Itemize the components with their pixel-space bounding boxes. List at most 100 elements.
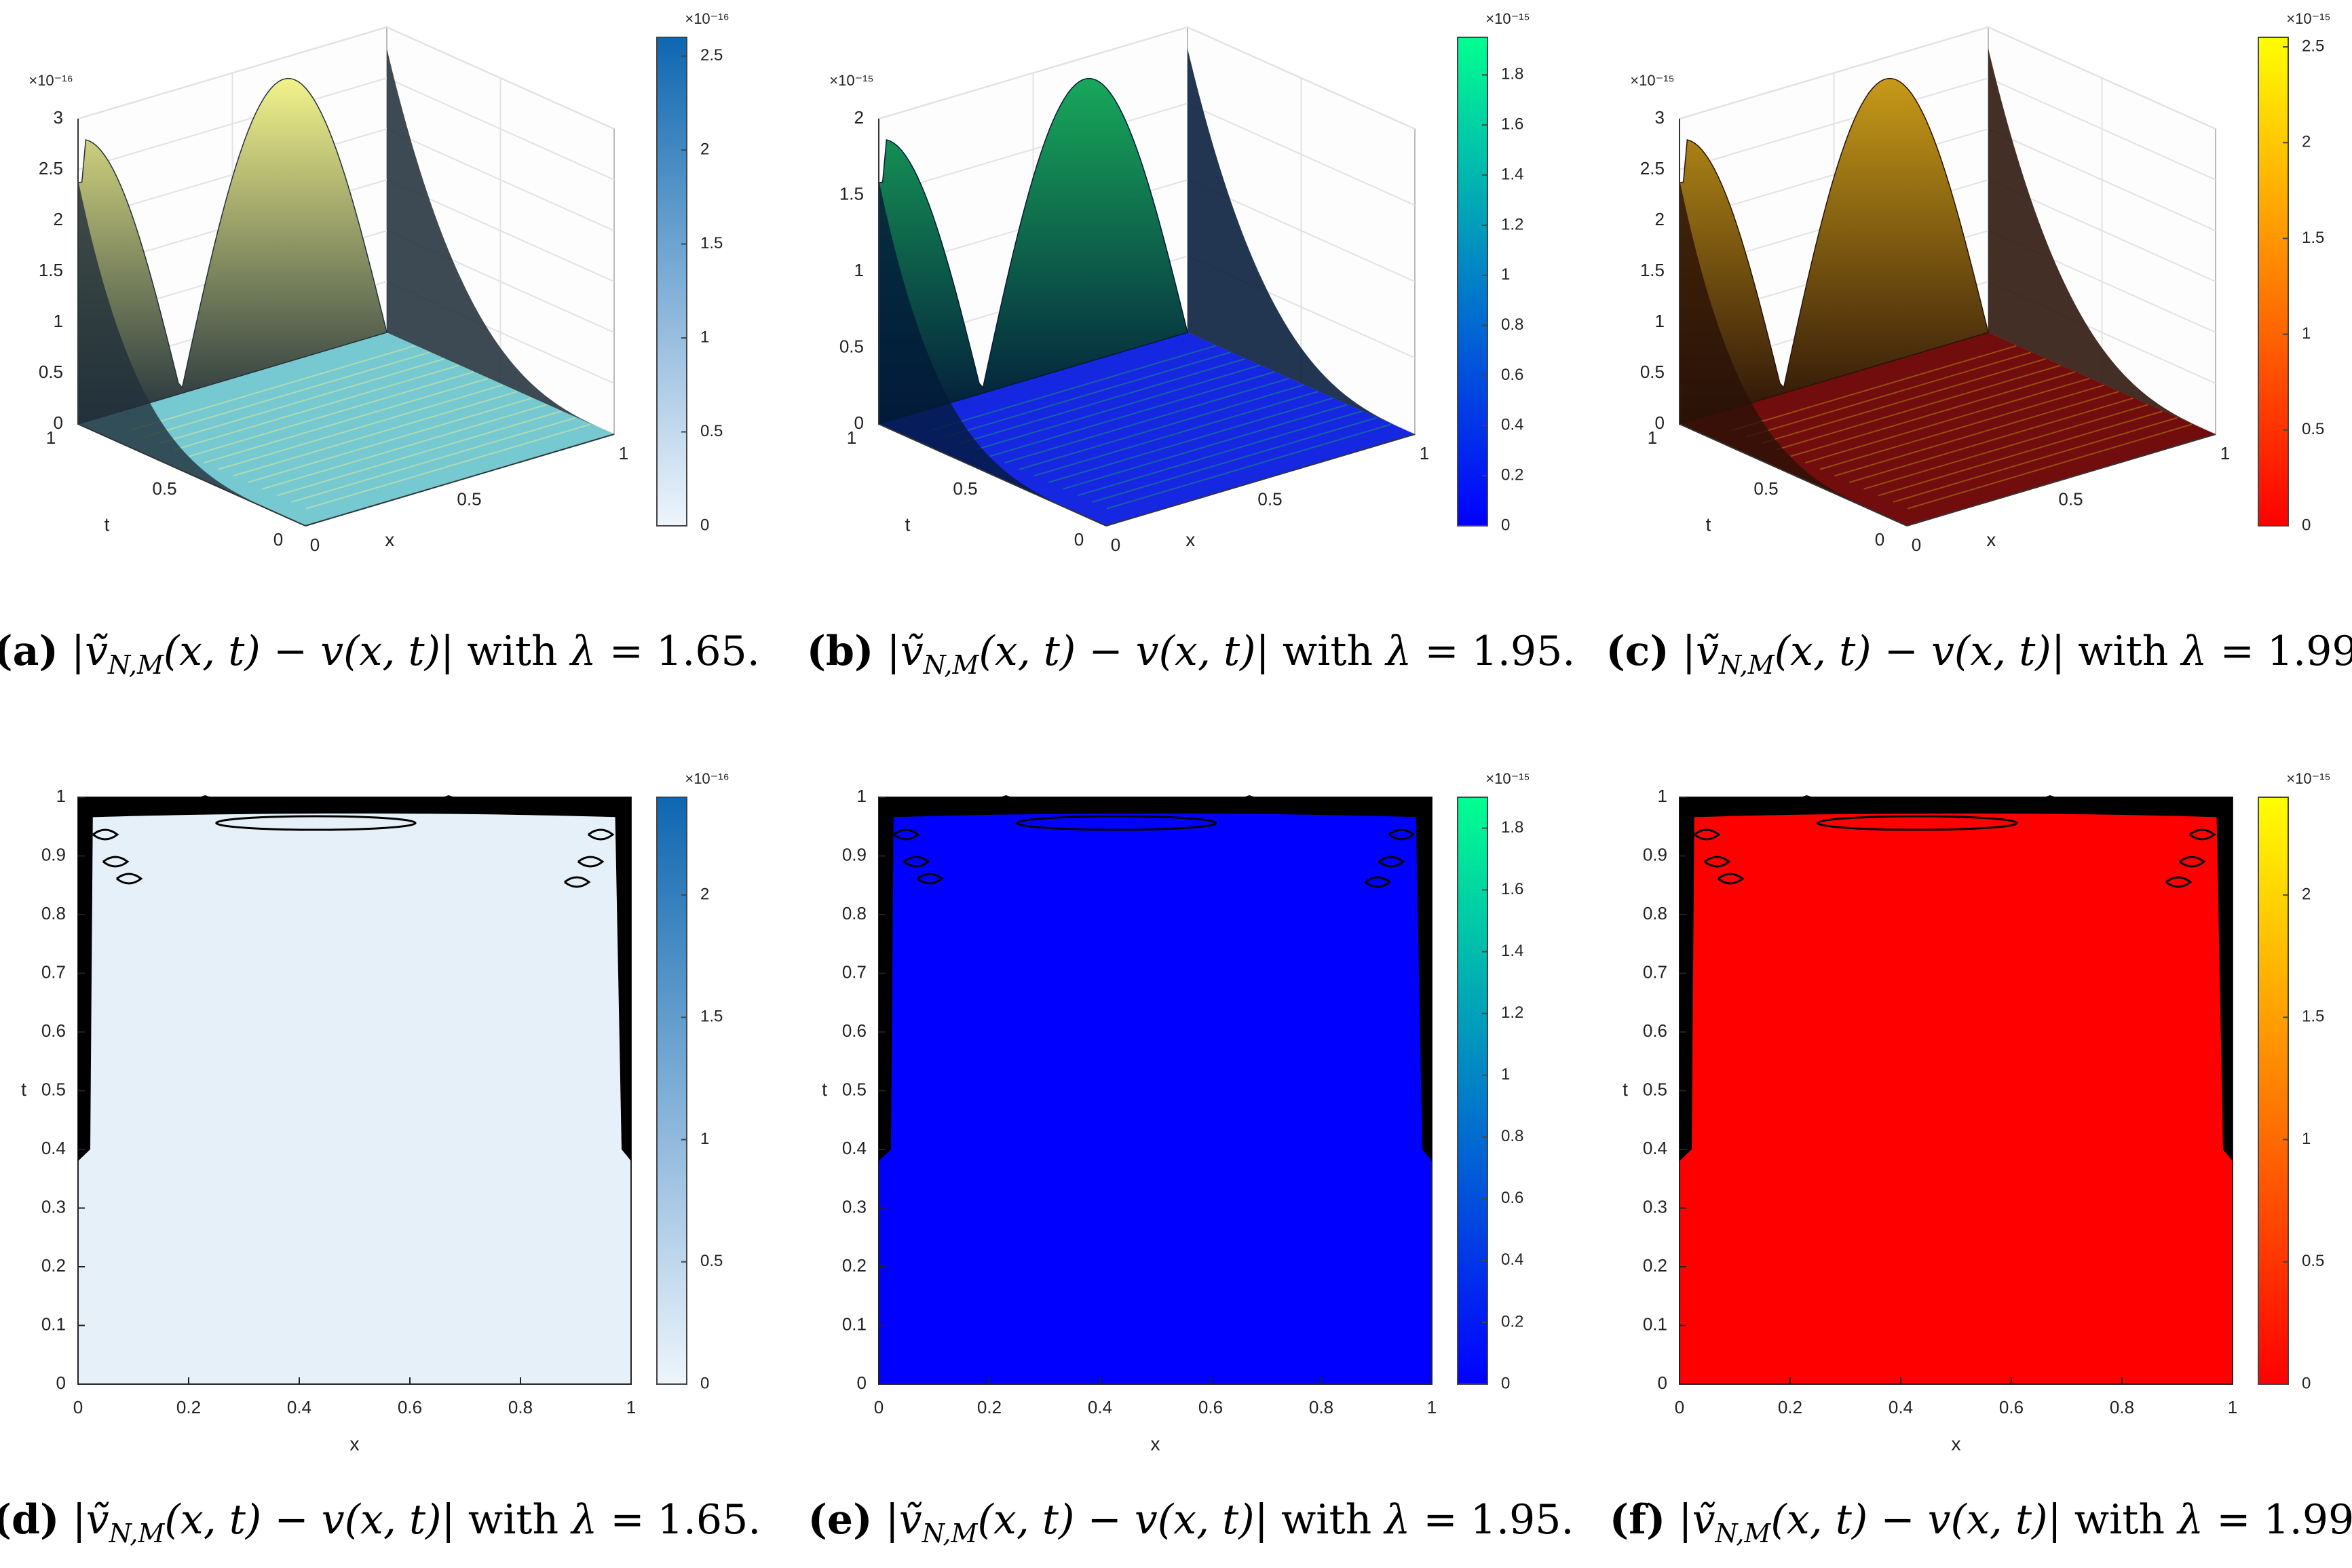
colorbar-tick-label: 0.4 — [1501, 1250, 1523, 1269]
t-tick-label: 0.6 — [41, 1020, 66, 1041]
surface-ripple — [276, 410, 562, 497]
caption-f: (f) |ṽN,M(x, t) − v(x, t)| with λ = 1.99… — [1610, 1496, 2352, 1548]
z-tick-label: 3 — [1655, 107, 1665, 128]
colorbar-tick-label: 0 — [1501, 1374, 1510, 1392]
surface-ripple — [233, 391, 518, 477]
t-tick-label: 0.1 — [41, 1314, 66, 1334]
surface-ripple — [159, 358, 444, 444]
caption-bar: | — [1682, 628, 1696, 675]
t-tick-label: 0.4 — [1643, 1138, 1667, 1158]
caption-label: (a) — [0, 628, 58, 675]
colorbar-tick-label: 2.5 — [700, 46, 723, 64]
colorbar-f: 0 0.5 1 1.5 2 ×10⁻¹⁵ — [2258, 770, 2331, 1392]
contour-plot-f: 0 0.2 0.4 0.6 0.8 1 0 0.1 0.2 0.3 0.4 0.5 0.6 0.7 0.8 0… — [1623, 786, 2237, 1455]
colorbar-tick-label: 1 — [1501, 1065, 1510, 1084]
grid-line — [77, 26, 615, 130]
colorbar-tick-label: 1.4 — [1501, 942, 1523, 960]
colorbar-tick-label: 2 — [2302, 885, 2311, 904]
t-tick-label: 0.5 — [1643, 1079, 1667, 1099]
contour-peak — [1221, 795, 1277, 806]
x-axis — [305, 434, 615, 527]
surface-ripple — [291, 417, 576, 503]
contour-top-band — [78, 797, 631, 818]
surface-ripple — [931, 345, 1216, 431]
x-tick-label: 1 — [626, 1397, 636, 1417]
t-tick-label: 0.8 — [41, 903, 66, 923]
colorbar-tick-label: 1.6 — [1501, 880, 1523, 898]
t-tick-label: 0.7 — [41, 961, 66, 982]
z-tick-label: 0.5 — [1640, 362, 1665, 382]
t-tick-label: 1 — [847, 427, 856, 448]
contour-blob — [2189, 828, 2216, 841]
contour-top-band — [879, 797, 1432, 818]
caption-value: = 1.65. — [597, 1496, 761, 1544]
colorbar-e: 0 0.2 0.4 0.6 0.8 1 1.2 1.4 1.6 1.8 ×10⁻¹⁵ — [1457, 770, 1530, 1392]
grid-line — [1679, 26, 2216, 130]
surface-peaks — [878, 77, 1188, 425]
colorbar-tick-label: 1.8 — [1501, 65, 1523, 83]
surface-side-ridge — [1988, 48, 2216, 434]
x-tick-label: 0.8 — [1309, 1397, 1333, 1417]
surface-ripple — [1790, 371, 2075, 457]
t-tick-label: 0.6 — [1643, 1020, 1667, 1041]
contour-lines — [78, 795, 631, 1162]
colorbar-c: 0 0.5 1 1.5 2 2.5 ×10⁻¹⁵ — [2258, 10, 2331, 534]
t-tick-label: 0.5 — [152, 478, 176, 499]
axes: 0 0.2 0.4 0.6 0.8 1 0 0.1 0.2 0.3 0.4 0.5 0.6 0.7 0.8 0… — [822, 786, 1437, 1455]
caption-expr: ṽ — [900, 628, 924, 675]
surface-ripple — [247, 397, 532, 483]
colorbar-bar — [1457, 797, 1488, 1385]
x-tick-label: 0.6 — [398, 1397, 422, 1417]
caption-expr: ṽ — [898, 1496, 922, 1544]
colorbar-tick-label: 0.5 — [700, 1252, 723, 1270]
t-axis — [1679, 423, 1908, 527]
colorbar-tick-label: 0.8 — [1501, 1127, 1523, 1145]
caption-label: (c) — [1606, 628, 1669, 675]
surface-ripple — [1019, 384, 1304, 470]
x-axis-label: x — [350, 1433, 360, 1454]
contour-blob — [1704, 856, 1731, 868]
x-tick-label: 0 — [1912, 535, 1921, 555]
caption-with: | with — [1255, 628, 1386, 675]
z-tick-label: 0 — [854, 413, 864, 433]
surface-ripple — [1805, 377, 2090, 464]
colorbar-a: 0 0.5 1 1.5 2 2.5 ×10⁻¹⁶ — [656, 10, 729, 534]
colorbar-exponent: ×10⁻¹⁶ — [685, 770, 729, 787]
z-tick-label: 1.5 — [39, 260, 63, 280]
x-tick-label: 1 — [2228, 1397, 2237, 1417]
colorbar-tick-label: 0.5 — [700, 422, 723, 440]
surface-ripple — [189, 371, 474, 457]
surface-ripple — [1092, 417, 1377, 503]
contour-fill — [77, 797, 632, 1385]
contour-left-band — [78, 797, 93, 1162]
colorbar-tick-label: 1.2 — [1501, 215, 1523, 233]
z-tick-label: 3 — [54, 107, 63, 128]
x-tick-label: 1 — [1427, 1397, 1437, 1417]
caption-d: (d) |ṽN,M(x, t) − v(x, t)| with λ = 1.65… — [0, 1496, 761, 1548]
caption-value: = 1.65. — [596, 628, 760, 675]
contour-blob — [588, 828, 615, 841]
surface-ripple — [1907, 423, 2193, 510]
x-tick-label: 0.4 — [1088, 1397, 1112, 1417]
contour-blob — [1378, 856, 1405, 868]
t-tick-label: 0.2 — [842, 1255, 867, 1276]
contour-ellipse — [215, 815, 417, 831]
x-tick-label: 0.5 — [457, 489, 481, 509]
colorbar-bar — [656, 37, 687, 527]
surface-ripple — [1063, 404, 1348, 490]
surface-ripple — [204, 377, 489, 464]
t-axis-label: t — [822, 1079, 827, 1100]
t-tick-label: 0.1 — [842, 1314, 867, 1334]
caption-label: (f) — [1609, 1496, 1666, 1544]
surface-ripple — [1893, 417, 2178, 503]
caption-lambda: λ — [2181, 628, 2207, 675]
caption-e: (e) |ṽN,M(x, t) − v(x, t)| with λ = 1.95… — [808, 1496, 1574, 1548]
contour-left-band — [879, 797, 894, 1162]
x-axis-label: x — [1151, 1433, 1160, 1454]
z-tick-label: 1 — [54, 311, 63, 331]
contour-blob — [903, 856, 930, 868]
contour-blob — [577, 856, 605, 868]
colorbar-tick-label: 0 — [700, 516, 709, 534]
